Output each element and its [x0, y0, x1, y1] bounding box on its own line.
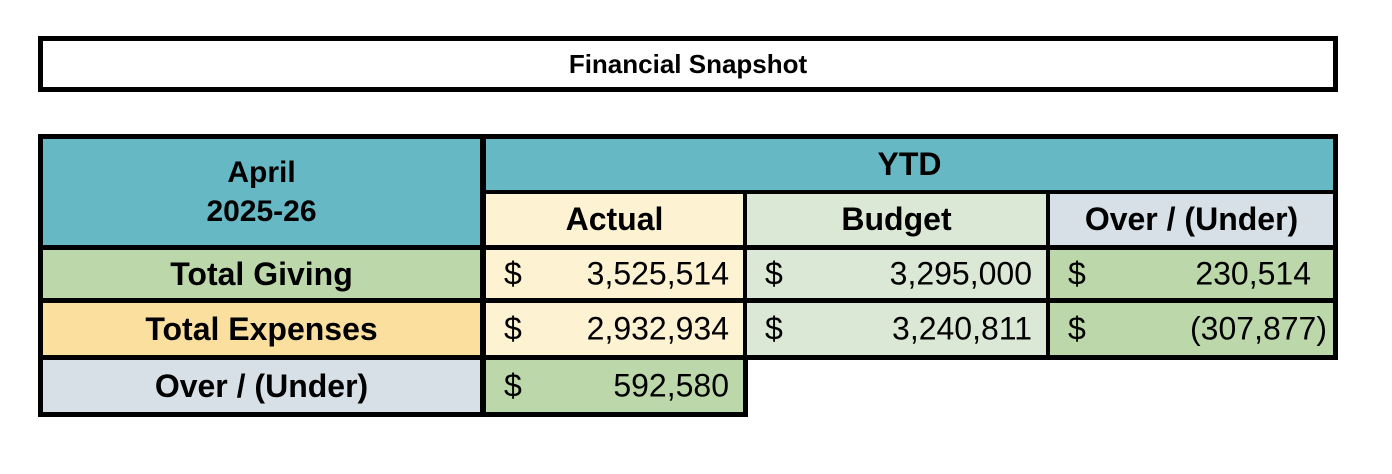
cell-expenses-actual: $ 2,932,934: [486, 303, 743, 355]
cell-expenses-variance: $ (307,877): [1050, 303, 1333, 355]
currency-symbol: $: [765, 255, 783, 292]
amount-value: 2,932,934: [586, 310, 729, 347]
amount-value: 230,514: [1195, 255, 1311, 292]
currency-symbol: $: [504, 255, 522, 292]
cell-expenses-budget: $ 3,240,811: [747, 303, 1046, 355]
row-label-over-under: Over / (Under): [43, 360, 480, 412]
cell-giving-variance: $ 230,514: [1050, 250, 1333, 298]
cell-giving-budget: $ 3,295,000: [747, 250, 1046, 298]
amount-value: 3,525,514: [586, 255, 729, 292]
row-label-text: Total Expenses: [145, 310, 378, 347]
row-label-total-expenses: Total Expenses: [43, 303, 480, 355]
row-label-total-giving: Total Giving: [43, 250, 480, 298]
row-label-text: Over / (Under): [154, 367, 369, 404]
report-title-text: Financial Snapshot: [568, 48, 808, 79]
column-header-variance-label: Over / (Under): [1084, 201, 1299, 237]
column-header-budget-label: Budget: [841, 201, 952, 237]
cell-giving-actual: $ 3,525,514: [486, 250, 743, 298]
period-year: 2025-26: [206, 195, 317, 228]
currency-symbol: $: [765, 310, 783, 347]
period-header: April 2025-26: [43, 139, 480, 245]
column-header-actual-label: Actual: [565, 201, 664, 237]
currency-symbol: $: [1068, 310, 1086, 347]
currency-symbol: $: [504, 367, 522, 404]
ytd-label: YTD: [877, 146, 942, 182]
column-header-actual: Actual: [486, 194, 743, 245]
column-header-variance: Over / (Under): [1050, 194, 1333, 245]
currency-symbol: $: [504, 310, 522, 347]
amount-value: 3,240,811: [892, 310, 1032, 347]
report-title: Financial Snapshot: [38, 36, 1338, 92]
currency-symbol: $: [1068, 255, 1086, 292]
period-month: April: [227, 156, 296, 189]
column-header-budget: Budget: [747, 194, 1046, 245]
ytd-header: YTD: [486, 139, 1333, 190]
amount-value: 592,580: [613, 367, 729, 404]
amount-value: (307,877): [1190, 310, 1327, 347]
amount-value: 3,295,000: [889, 255, 1032, 292]
cell-over-under-actual: $ 592,580: [486, 360, 743, 412]
row-label-text: Total Giving: [170, 255, 353, 292]
